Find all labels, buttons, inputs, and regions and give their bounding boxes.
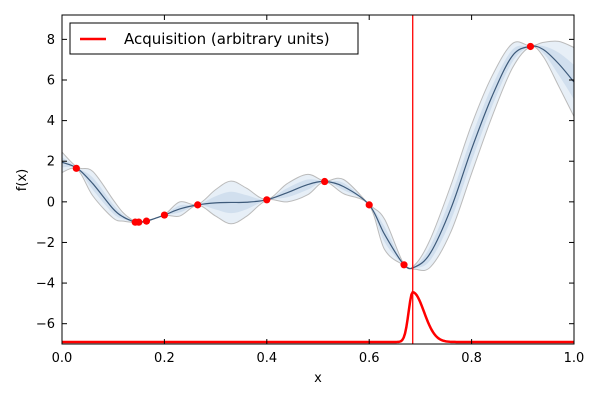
uncertainty-band-inner [62,45,574,269]
observation-point [400,261,408,269]
observation-point [365,201,373,209]
observation-point [263,196,271,204]
observation-point [321,177,329,186]
x-tick-label: 0.2 [154,351,175,366]
x-tick-label: 0.8 [461,351,482,366]
plot-frame [61,14,575,345]
x-tick-label: 1.0 [564,351,585,366]
observations [72,42,535,269]
y-axis-ticks: −6 −4 −2 0 2 4 6 8 [36,33,574,332]
x-tick-label: 0.6 [359,351,380,366]
y-tick-label: 8 [47,33,55,48]
legend-label: Acquisition (arbitrary units) [124,30,330,48]
observation-point [194,201,202,209]
acquisition-curve [62,290,574,344]
observation-point [160,211,168,219]
observation-point [526,42,535,51]
observation-point [142,217,151,225]
y-tick-label: 4 [47,114,55,129]
plot-area [62,15,574,344]
y-tick-label: 6 [47,73,55,88]
legend-box [69,22,359,55]
y-axis-label: f(x) [15,169,30,191]
x-axis-label: x [314,371,322,386]
legend: Acquisition (arbitrary units) [69,22,359,55]
x-tick-label: 0.4 [256,351,277,366]
x-axis-ticks: 0.0 0.2 0.4 0.6 0.8 1.0 [52,15,585,366]
observation-point [135,218,143,226]
observation-point [72,164,80,172]
y-tick-label: −6 [36,317,55,332]
y-tick-label: 2 [47,155,55,170]
x-tick-label: 0.0 [52,351,73,366]
y-tick-label: −2 [36,236,55,251]
y-tick-label: −4 [36,277,55,292]
y-tick-label: 0 [47,195,55,210]
